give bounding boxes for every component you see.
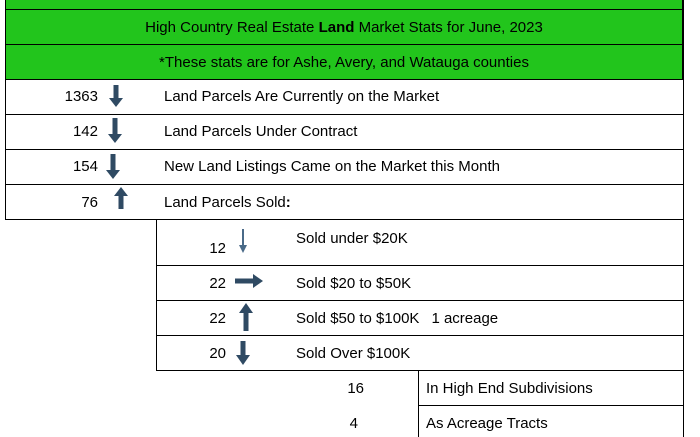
sold-label: Sold $50 to $100K 1 acreage <box>296 311 498 326</box>
down-arrow-icon <box>108 118 122 143</box>
sold-value: 22 <box>209 275 226 292</box>
over-100k-value: 4 <box>349 415 358 432</box>
table-border <box>418 370 419 437</box>
stat-value: 76 <box>81 194 98 211</box>
stat-label: Land Parcels Sold: <box>164 195 291 210</box>
stat-label: Land Parcels Under Contract <box>164 123 358 140</box>
stat-label-colon: : <box>285 194 291 211</box>
over-100k-label: In High End Subdivisions <box>426 380 593 397</box>
table-rule <box>5 79 684 80</box>
table-rule <box>156 300 684 301</box>
up-arrow-icon <box>114 187 128 209</box>
table-rule <box>156 370 684 371</box>
down-arrow-icon <box>236 341 250 365</box>
title-suffix: Market Stats for June, 2023 <box>354 19 543 36</box>
table-rule <box>5 184 684 185</box>
table-rule <box>5 9 684 10</box>
down-arrow-icon <box>239 229 247 253</box>
table-rule <box>156 265 684 266</box>
stat-label: New Land Listings Came on the Market thi… <box>164 158 500 175</box>
stat-value: 154 <box>72 158 98 175</box>
sold-value: 12 <box>209 240 226 257</box>
sold-note: 1 acreage <box>431 310 499 327</box>
up-arrow-icon <box>239 303 253 331</box>
table-rule <box>156 335 684 336</box>
sold-label: Sold Over $100K <box>296 345 411 362</box>
stat-value: 1363 <box>64 88 98 105</box>
over-100k-value: 16 <box>347 380 364 397</box>
stat-value: 142 <box>72 123 98 140</box>
subtitle-text: *These stats are for Ashe, Avery, and Wa… <box>159 53 529 71</box>
sold-label-text: Sold $50 to $100K <box>296 310 420 327</box>
page-title: High Country Real Estate Land Market Sta… <box>5 10 683 45</box>
table-border <box>156 219 157 371</box>
down-arrow-icon <box>106 154 120 179</box>
over-100k-label: As Acreage Tracts <box>426 415 548 432</box>
sold-value: 22 <box>209 310 226 327</box>
table-rule <box>5 219 684 220</box>
title-bold-word: Land <box>318 19 355 36</box>
table-rule <box>418 405 684 406</box>
sold-value: 20 <box>209 345 226 362</box>
table-border <box>683 0 684 437</box>
stat-label: Land Parcels Are Currently on the Market <box>164 88 440 105</box>
table-rule <box>5 44 684 45</box>
table-rule <box>5 149 684 150</box>
title-prefix: High Country Real Estate <box>145 19 319 36</box>
down-arrow-icon <box>109 85 123 107</box>
page-subtitle: *These stats are for Ashe, Avery, and Wa… <box>5 45 683 79</box>
sold-label: Sold under $20K <box>296 230 408 247</box>
table-rule <box>5 114 684 115</box>
sold-label: Sold $20 to $50K <box>296 275 412 292</box>
stat-label-text: Land Parcels Sold <box>164 194 286 211</box>
header-top-strip <box>5 0 683 10</box>
right-arrow-icon <box>235 274 263 288</box>
table-border <box>5 79 6 220</box>
